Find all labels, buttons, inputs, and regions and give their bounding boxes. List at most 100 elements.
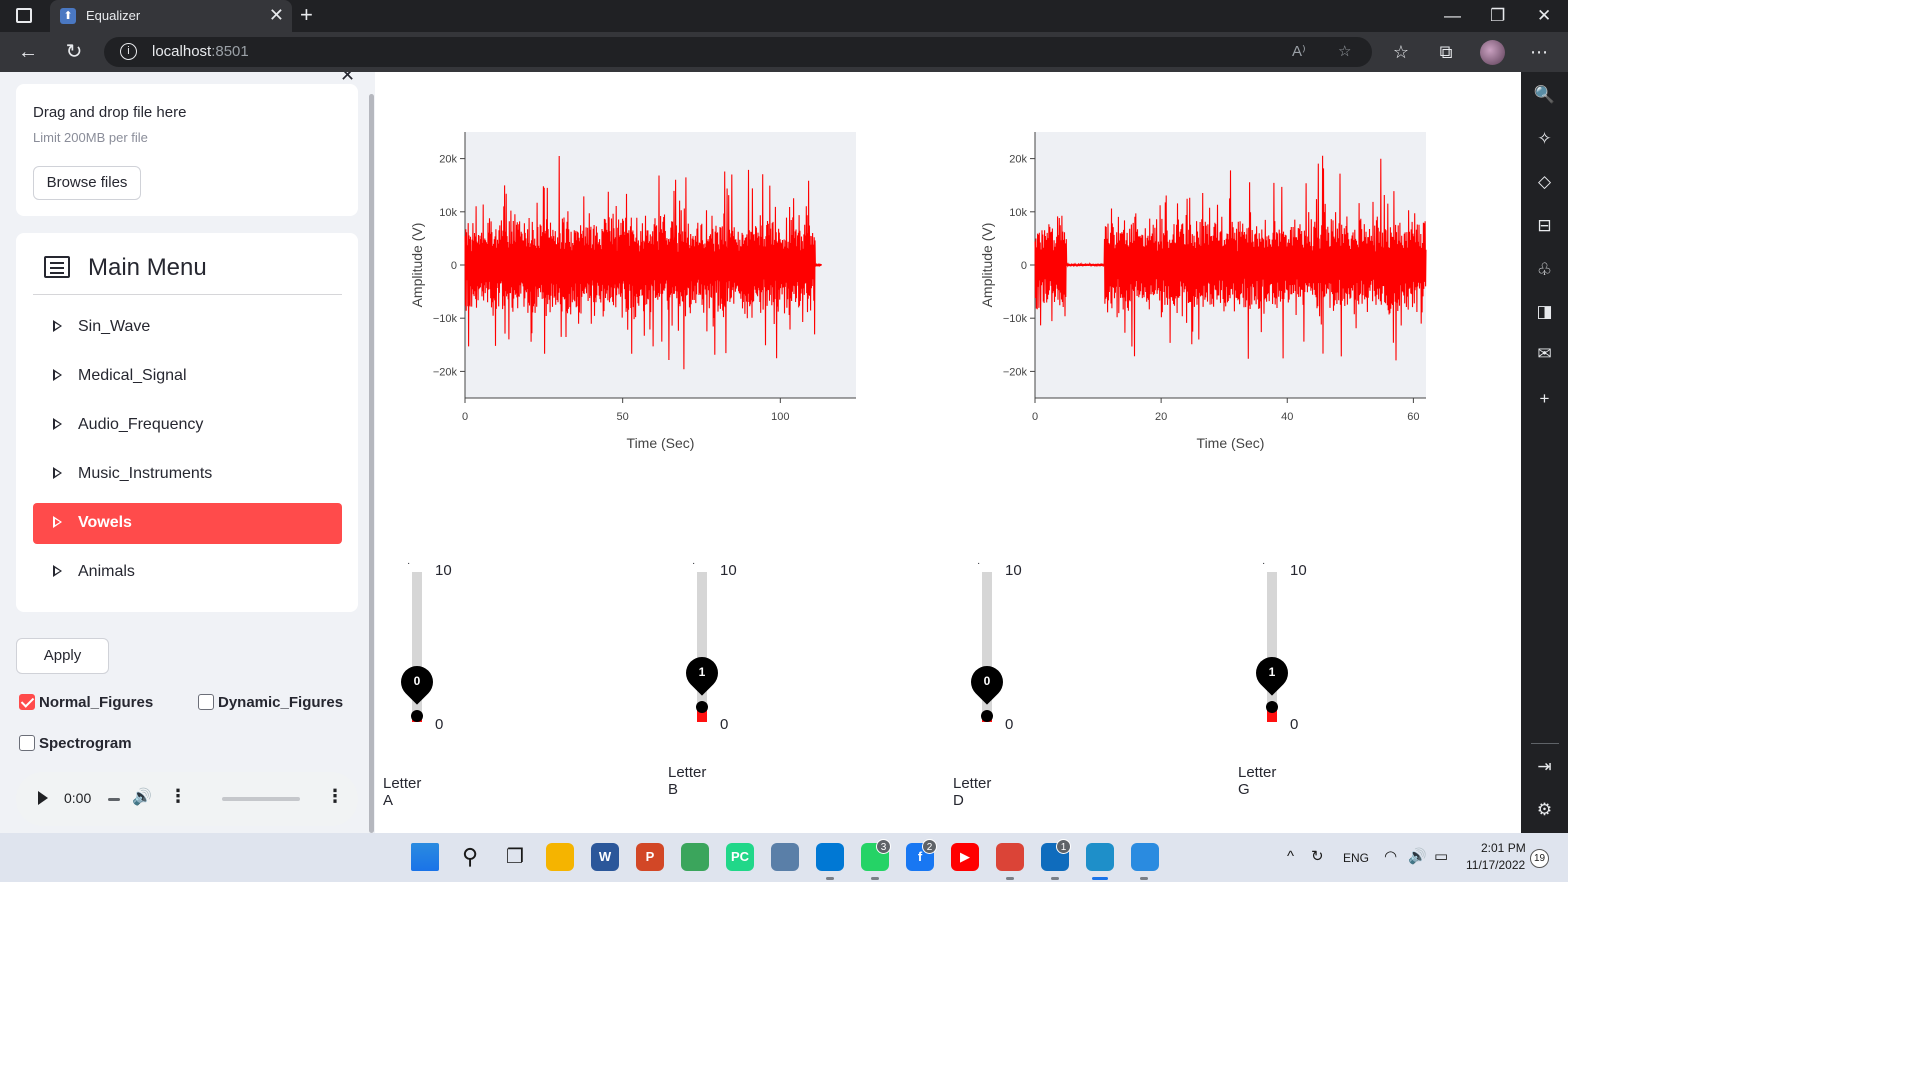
file-explorer-icon[interactable] (546, 843, 574, 871)
vscode-icon[interactable] (816, 843, 844, 871)
chrome-icon[interactable] (996, 843, 1024, 871)
apply-button[interactable]: Apply (16, 638, 109, 674)
y-tick-label: −10k (1003, 313, 1028, 325)
collections-icon[interactable]: ⧉ (1439, 42, 1453, 62)
restore-icon[interactable]: ❐ (1490, 6, 1506, 25)
menu-item-sin-wave[interactable]: Sin_Wave (33, 307, 342, 348)
x-tick-label: 60 (1407, 411, 1419, 423)
y-tick-label: −10k (433, 313, 458, 325)
windows-start-icon[interactable] (411, 843, 439, 871)
settings-more-icon[interactable]: ⋯ (1530, 42, 1548, 62)
search-icon[interactable]: 🔍 (1533, 85, 1556, 104)
clock-time[interactable]: 2:01 PM (1481, 841, 1526, 855)
sidebar-close-icon[interactable]: ✕ (340, 72, 356, 85)
tab-actions-icon[interactable] (16, 8, 32, 23)
add-favorite-icon[interactable]: ☆ (1338, 43, 1352, 60)
office-icon[interactable]: ◨ (1536, 302, 1553, 321)
running-indicator (871, 877, 879, 880)
back-icon[interactable]: ← (18, 41, 38, 63)
matlab-icon[interactable] (771, 843, 799, 871)
clock-date[interactable]: 11/17/2022 (1466, 858, 1526, 872)
checkbox-box[interactable] (198, 694, 214, 710)
browse-files-button[interactable]: Browse files (33, 166, 141, 200)
notification-count[interactable]: 19 (1530, 849, 1549, 868)
running-indicator (826, 877, 834, 880)
language-indicator[interactable]: ENG (1343, 851, 1370, 865)
signal-line (1034, 155, 1427, 361)
menu-item-music-instruments[interactable]: Music_Instruments (33, 454, 342, 495)
slider-handle[interactable] (981, 710, 993, 722)
copilot-icon[interactable]: ✧ (1537, 129, 1552, 148)
slider-handle[interactable] (1266, 701, 1278, 713)
outlook-icon[interactable]: ✉ (1537, 344, 1552, 363)
browser-tab[interactable]: ⬆ Equalizer ✕ (50, 0, 292, 32)
sidebar-scrollbar[interactable] (369, 94, 374, 833)
slider-track[interactable] (412, 572, 422, 722)
refresh-icon[interactable]: ↻ (65, 41, 83, 63)
close-tab-icon[interactable]: ✕ (268, 5, 284, 25)
y-axis-title: Amplitude (V) (409, 223, 425, 308)
file-uploader[interactable]: Drag and drop file here Limit 200MB per … (16, 84, 358, 216)
wifi-icon[interactable]: ◠ (1384, 848, 1398, 865)
player-progress-indicator (108, 798, 120, 801)
battery-icon[interactable]: ▭ (1434, 848, 1449, 865)
slider-track[interactable] (982, 572, 992, 722)
checkbox-box[interactable] (19, 735, 35, 751)
menu-item-label: Vowels (78, 514, 132, 531)
pycharm-icon[interactable]: PC (726, 843, 754, 871)
task-view-icon[interactable]: ❐ (501, 843, 529, 871)
x-tick-label: 40 (1281, 411, 1293, 423)
menu-item-label: Audio_Frequency (78, 416, 204, 433)
profile-avatar[interactable] (1480, 40, 1505, 65)
new-tab-icon[interactable]: + (300, 2, 313, 27)
player-more-icon[interactable]: ⋮ (169, 786, 187, 806)
site-info-icon[interactable]: i (120, 43, 137, 60)
menu-item-animals[interactable]: Animals (33, 552, 342, 593)
checkbox-box[interactable] (19, 694, 35, 710)
play-icon[interactable] (38, 791, 48, 805)
favorites-icon[interactable]: ☆ (1392, 42, 1410, 62)
play-triangle-icon (53, 320, 62, 332)
mail-badge: 1 (1056, 839, 1071, 854)
word-icon[interactable]: W (591, 843, 619, 871)
show-hidden-icons-icon[interactable]: ^ (1287, 848, 1295, 865)
player-time: 0:00 (64, 790, 92, 806)
uploader-limit: Limit 200MB per file (33, 130, 148, 145)
shopping-tag-icon[interactable]: ◇ (1537, 172, 1552, 191)
menu-item-vowels[interactable]: Vowels (33, 503, 342, 544)
edge-icon[interactable] (1086, 843, 1114, 871)
slider-track[interactable] (1267, 572, 1277, 722)
gear-icon[interactable]: ⚙ (1536, 800, 1553, 819)
input-signal-chart: 20k 10k 0 −10k −20k 0 50 100 Time (Sec) Amplitude… (409, 132, 856, 451)
slider-handle[interactable] (696, 701, 708, 713)
app-green-icon[interactable] (681, 843, 709, 871)
url-field[interactable]: i localhost:8501 A⁾ ☆ (104, 37, 1372, 67)
running-indicator (1051, 877, 1059, 880)
slider-value: 1 (698, 665, 706, 679)
photos-icon[interactable] (1131, 843, 1159, 871)
windows-taskbar: ⚲ ❐ W P PC f ▶ 3 2 1 ^ ↻ ENG ◠ 🔊 ▭ 2:01 PM 11/… (0, 833, 1568, 882)
player-seek-bar[interactable] (222, 797, 300, 801)
youtube-icon[interactable]: ▶ (951, 843, 979, 871)
slider-label: Letter B (668, 764, 707, 798)
minimize-icon[interactable]: — (1444, 6, 1461, 25)
search-icon[interactable]: ⚲ (456, 843, 484, 871)
read-aloud-icon[interactable]: A⁾ (1292, 43, 1306, 60)
add-icon[interactable]: + (1539, 389, 1550, 408)
games-icon[interactable]: ♧ (1536, 260, 1553, 279)
player-options-icon[interactable]: ⋮ (326, 786, 344, 806)
hide-sidebar-icon[interactable]: ⇥ (1537, 757, 1552, 776)
window-close-icon[interactable]: ✕ (1537, 6, 1552, 25)
volume-icon[interactable]: 🔊 (132, 789, 152, 806)
browser-tab-bar: ⬆ Equalizer ✕ + — ❐ ✕ (0, 0, 1568, 32)
menu-item-label: Animals (78, 563, 135, 580)
slider-handle[interactable] (411, 710, 423, 722)
speaker-icon[interactable]: 🔊 (1408, 848, 1427, 865)
sync-icon[interactable]: ↻ (1311, 848, 1324, 865)
tools-briefcase-icon[interactable]: ⊟ (1537, 216, 1552, 235)
main-menu: Main Menu Sin_Wave Medical_Signal Audio_Fr… (16, 233, 358, 612)
slider-track[interactable] (697, 572, 707, 722)
menu-item-medical-signal[interactable]: Medical_Signal (33, 356, 342, 397)
menu-item-audio-frequency[interactable]: Audio_Frequency (33, 405, 342, 446)
powerpoint-icon[interactable]: P (636, 843, 664, 871)
